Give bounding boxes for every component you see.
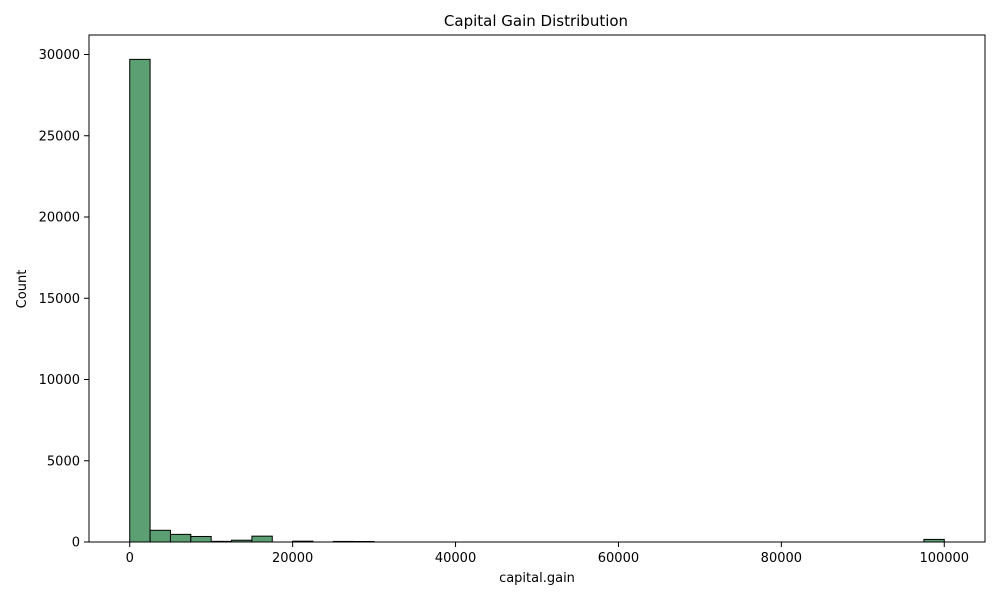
y-tick-label: 5000	[47, 454, 80, 469]
x-tick-label: 20000	[272, 551, 313, 566]
x-axis-label: capital.gain	[499, 571, 575, 586]
y-tick-label: 10000	[39, 373, 80, 388]
y-tick-label: 25000	[39, 129, 80, 144]
x-axis-ticks: 0 20000 40000 60000 80000 100000	[126, 542, 969, 566]
y-axis-ticks: 0 5000 10000 15000 20000 25000 30000	[39, 48, 89, 551]
histogram-bar	[169, 533, 192, 543]
chart-title: Capital Gain Distribution	[444, 12, 628, 30]
y-tick-label: 20000	[39, 211, 80, 226]
y-tick-label: 15000	[39, 292, 80, 307]
x-tick-label: 80000	[761, 551, 802, 566]
x-tick-label: 100000	[919, 551, 969, 566]
plot-frame	[88, 34, 986, 543]
x-tick-label: 40000	[435, 551, 476, 566]
x-tick-label: 0	[126, 551, 134, 566]
y-axis-label: Count	[15, 270, 30, 309]
histogram-bar	[129, 58, 151, 543]
x-tick-label: 60000	[598, 551, 639, 566]
histogram-bar	[251, 535, 273, 543]
y-tick-label: 30000	[39, 48, 80, 63]
histogram-bar	[149, 529, 171, 543]
histogram-bar	[190, 535, 212, 543]
y-tick-label: 0	[72, 536, 80, 551]
